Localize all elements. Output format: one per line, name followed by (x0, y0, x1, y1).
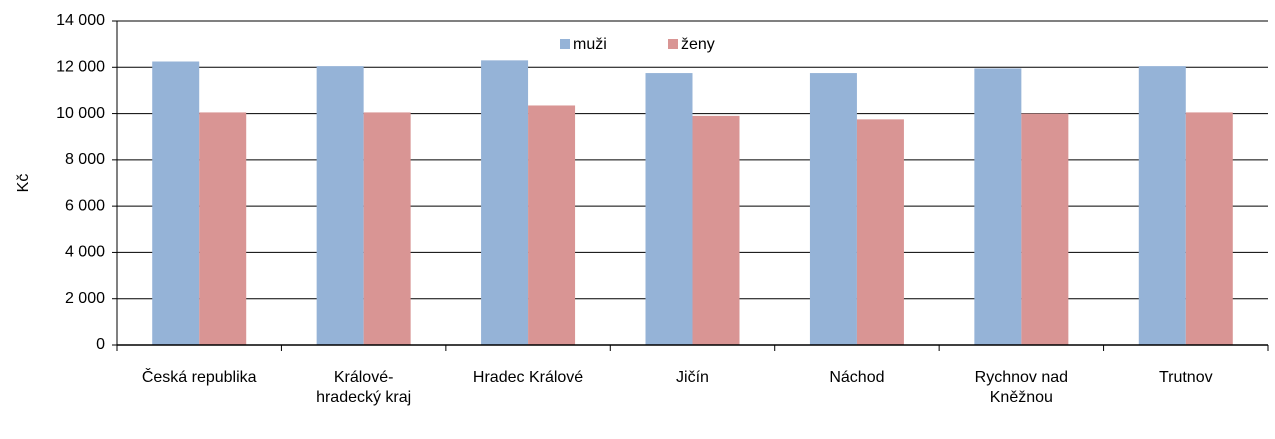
bar (856, 119, 904, 345)
bar (692, 115, 740, 345)
x-tick-label: Rychnov nad Kněžnou (974, 369, 1069, 406)
y-axis-label: Kč (15, 174, 32, 193)
y-tick-label: 8 000 (65, 151, 105, 168)
legend-swatch (560, 39, 570, 49)
bar (481, 60, 529, 345)
bar (152, 61, 200, 345)
legend-label: muži (573, 36, 607, 53)
bar (974, 68, 1022, 345)
x-tick-label: Králové-hradecký kraj (316, 369, 412, 406)
x-tick-label: Česká republika (141, 369, 257, 386)
y-tick-label: 4 000 (65, 244, 105, 261)
bar (1138, 66, 1186, 345)
y-tick-label: 12 000 (56, 59, 105, 76)
bar (316, 66, 364, 345)
bar (528, 105, 576, 345)
y-tick-label: 14 000 (56, 12, 105, 29)
bar (645, 73, 693, 346)
y-tick-label: 2 000 (65, 290, 105, 307)
bar (1021, 113, 1069, 345)
x-tick-label: Jičín (676, 369, 709, 386)
bar (363, 112, 411, 346)
bar (199, 112, 247, 346)
x-tick-label: Trutnov (1158, 369, 1213, 386)
bar (1185, 112, 1233, 346)
x-tick-label: Hradec Králové (472, 369, 584, 386)
y-tick-label: 6 000 (65, 197, 105, 214)
legend-label: ženy (681, 36, 715, 53)
bar (809, 73, 857, 346)
y-tick-label: 10 000 (56, 105, 105, 122)
x-tick-label: Náchod (829, 369, 885, 386)
y-tick-label: 0 (96, 336, 105, 353)
legend-swatch (668, 39, 678, 49)
